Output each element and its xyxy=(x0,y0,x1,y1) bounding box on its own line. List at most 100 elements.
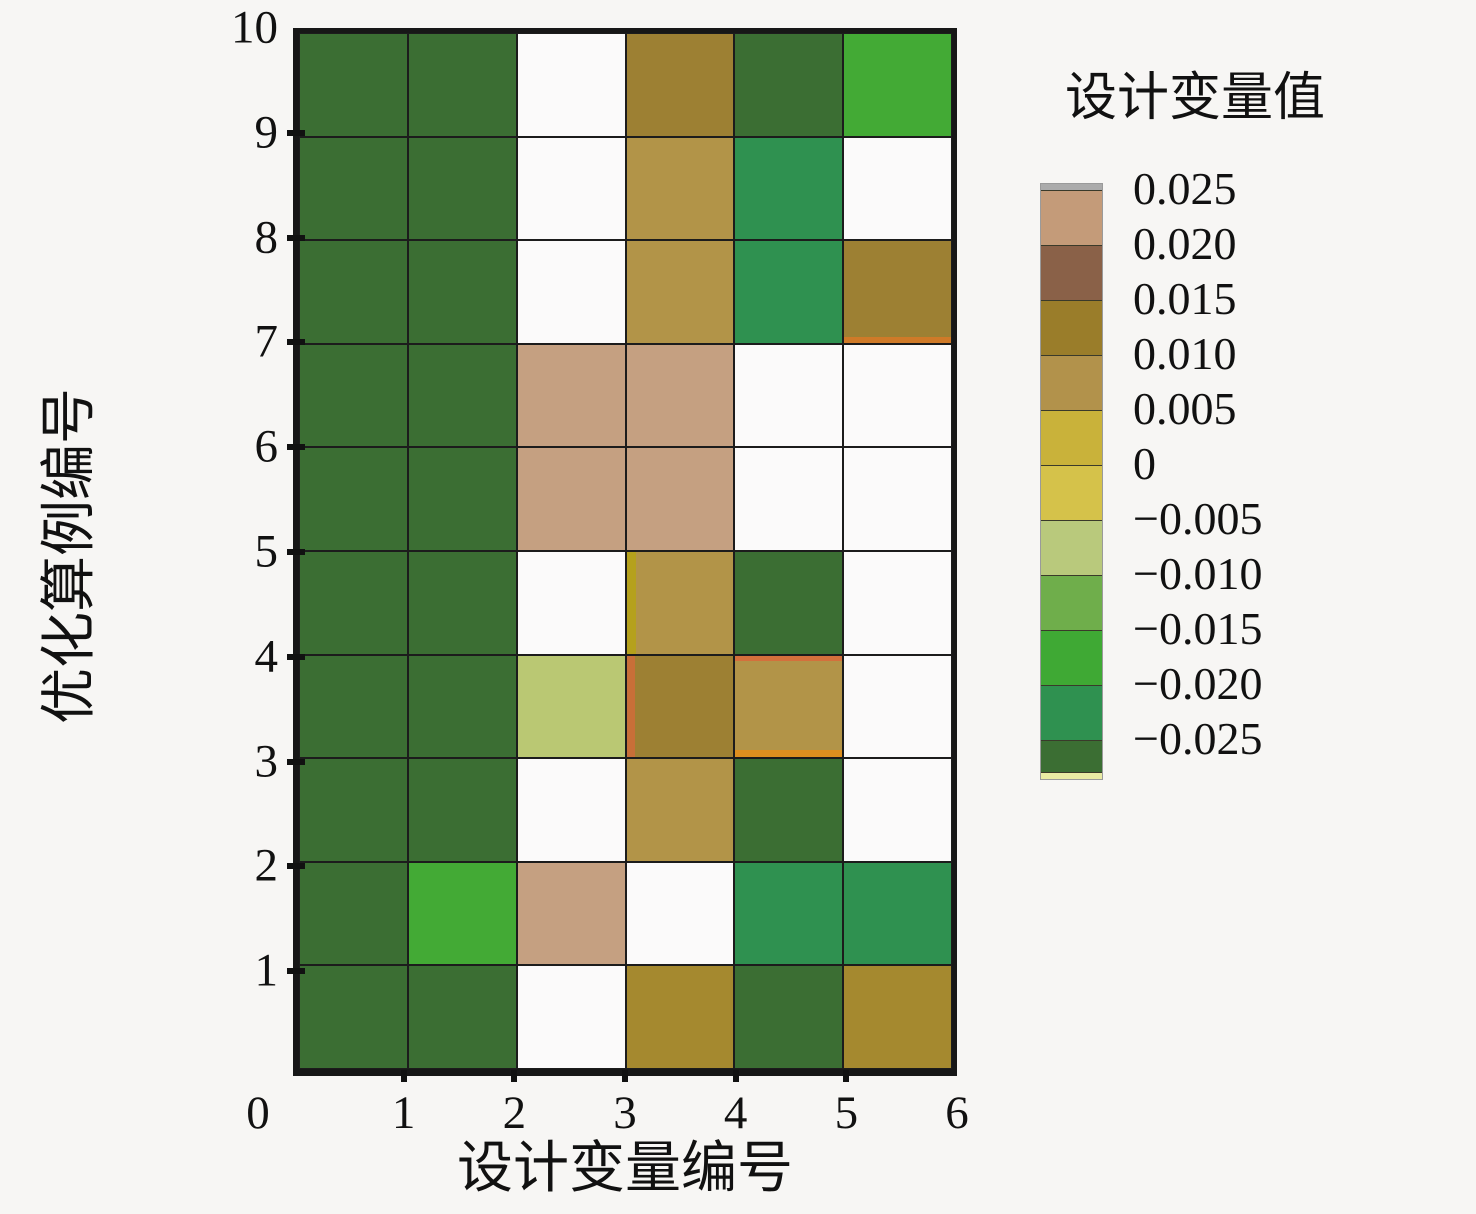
x-tick-mark xyxy=(400,1070,407,1082)
heatmap-cell xyxy=(516,33,626,137)
heatmap-cell xyxy=(843,447,952,551)
heatmap-cell xyxy=(625,965,735,1069)
y-tick-mark xyxy=(287,444,305,451)
heatmap-cell xyxy=(516,861,626,966)
y-tick-label: 6 xyxy=(254,420,279,473)
y-tick-mark xyxy=(287,968,305,975)
heatmap-cell xyxy=(516,550,626,655)
y-tick-label: 8 xyxy=(254,211,279,264)
heatmap-cell xyxy=(625,861,735,966)
colorbar-tick-label: −0.020 xyxy=(1133,658,1263,709)
x-tick-mark xyxy=(511,1070,518,1082)
heatmap-cell xyxy=(625,447,735,551)
colorbar-under-cap xyxy=(1041,740,1102,772)
heatmap-cell xyxy=(843,861,952,966)
y-tick-mark xyxy=(287,129,305,136)
colorbar-over-cap xyxy=(1041,184,1102,190)
y-tick-label: 3 xyxy=(254,735,279,788)
heatmap-cell xyxy=(407,550,517,655)
y-tick-label: 9 xyxy=(254,106,279,159)
colorbar-segment xyxy=(1041,355,1102,410)
colorbar-tick-label: 0.020 xyxy=(1133,218,1237,269)
heatmap-cell xyxy=(299,240,408,344)
heatmap-cell xyxy=(516,343,626,448)
heatmap-cell xyxy=(516,447,626,551)
colorbar-segment xyxy=(1041,465,1102,520)
heatmap-cell xyxy=(625,550,735,655)
colorbar-segment xyxy=(1041,685,1102,740)
x-tick-mark xyxy=(622,1070,628,1082)
heatmap-cell xyxy=(407,758,517,862)
x-tick-label: 5 xyxy=(834,1087,859,1139)
heatmap-cell xyxy=(516,136,626,241)
heatmap-cell xyxy=(407,33,517,137)
heatmap-cell xyxy=(299,550,408,655)
heatmap-cell xyxy=(407,965,517,1069)
colorbar-tick-label: −0.010 xyxy=(1133,548,1263,599)
x-tick-label: 1 xyxy=(391,1087,416,1139)
heatmap-cell xyxy=(734,758,844,862)
y-tick-label: 10 xyxy=(231,1,278,54)
y-tick-mark xyxy=(287,653,305,660)
heatmap-cell xyxy=(299,861,408,966)
heatmap-cell xyxy=(299,447,408,551)
colorbar-segment xyxy=(1041,575,1102,630)
y-tick-label: 5 xyxy=(254,525,279,578)
colorbar-under-strip xyxy=(1041,772,1102,779)
heatmap-cell xyxy=(407,654,517,759)
heatmap-cell xyxy=(299,343,408,448)
heatmap-cell xyxy=(516,758,626,862)
heatmap-cell xyxy=(843,550,952,655)
y-tick-label: 1 xyxy=(254,944,279,997)
y-tick-mark xyxy=(287,549,305,555)
heatmap-cell xyxy=(734,33,844,137)
colorbar-tick-label: 0.010 xyxy=(1133,328,1237,379)
x-tick-mark xyxy=(843,1070,850,1082)
heatmap-cell xyxy=(516,240,626,344)
heatmap-cell xyxy=(734,447,844,551)
colorbar-segment xyxy=(1041,520,1102,575)
y-tick-mark xyxy=(287,758,305,765)
heatmap-cell xyxy=(734,965,844,1069)
heatmap-cell xyxy=(299,33,408,137)
colorbar-tick-label: 0.005 xyxy=(1133,383,1237,434)
heatmap-cell xyxy=(625,343,735,448)
y-axis-title: 优化算例编号 xyxy=(39,388,101,724)
y-tick-mark xyxy=(287,234,305,241)
heatmap-cell xyxy=(843,758,952,862)
colorbar-segment xyxy=(1041,630,1102,685)
y-tick-label: 4 xyxy=(254,630,279,683)
heatmap-cell xyxy=(299,136,408,241)
x-tick-label: 0 xyxy=(246,1087,270,1139)
heatmap-cell xyxy=(843,136,952,241)
heatmap-cell xyxy=(734,136,844,241)
heatmap-cell xyxy=(843,654,952,759)
colorbar xyxy=(1040,183,1103,780)
heatmap-cell xyxy=(843,33,952,137)
colorbar-segment xyxy=(1041,410,1102,465)
y-tick-label: 7 xyxy=(254,315,279,368)
heatmap-cell xyxy=(299,654,408,759)
colorbar-tick-label: −0.005 xyxy=(1133,493,1263,544)
colorbar-segment xyxy=(1041,300,1102,355)
heatmap-cell xyxy=(299,758,408,862)
colorbar-segment xyxy=(1041,245,1102,300)
colorbar-segment xyxy=(1041,190,1102,245)
colorbar-tick-label: −0.025 xyxy=(1133,713,1263,764)
heatmap-cell xyxy=(407,447,517,551)
colorbar-tick-label: 0 xyxy=(1133,438,1156,489)
y-tick-label: 2 xyxy=(254,839,279,892)
heatmap-cell xyxy=(625,240,735,344)
x-tick-label: 6 xyxy=(945,1087,969,1139)
x-axis-title: 设计变量编号 xyxy=(457,1138,793,1200)
heatmap-cell xyxy=(734,654,844,759)
heatmap-cell xyxy=(734,240,844,344)
x-tick-label: 3 xyxy=(613,1087,637,1139)
heatmap-plot xyxy=(293,28,957,1076)
heatmap-cell xyxy=(734,550,844,655)
heatmap-cell xyxy=(407,136,517,241)
heatmap-cell xyxy=(843,240,952,344)
heatmap-cell xyxy=(734,861,844,966)
heatmap-cell xyxy=(625,758,735,862)
y-tick-mark xyxy=(287,863,305,870)
